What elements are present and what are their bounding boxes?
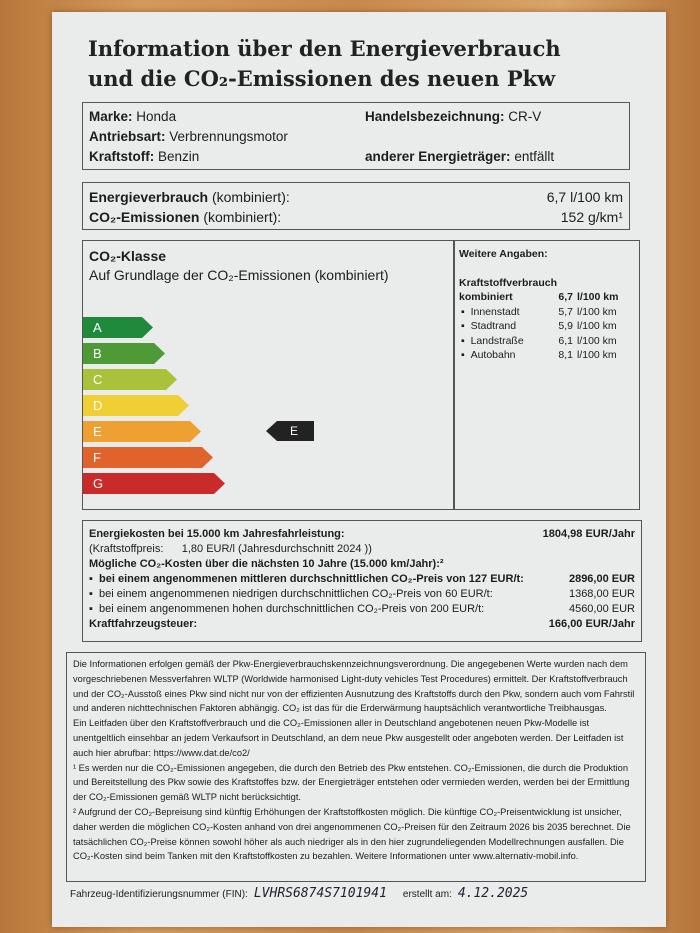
fin-label: Fahrzeug-Identifizierungsnummer (FIN):	[70, 889, 248, 900]
further-heading: Weitere Angaben:	[459, 248, 548, 260]
scenario-text: ▪ bei einem angenommenen niedrigen durch…	[89, 588, 493, 600]
co2-scenario-row: ▪ bei einem angenommenen hohen durchschn…	[89, 602, 635, 617]
co2-class-box: CO₂-Klasse Auf Grundlage der CO₂-Emissio…	[82, 240, 454, 510]
row-name-text: Innenstadt	[470, 305, 520, 318]
further-sub: Kraftstoffverbrauch	[459, 276, 558, 289]
row-unit: l/100 km	[577, 349, 617, 361]
handel: CR-V	[508, 109, 542, 124]
footnote-2: ² Aufgrund der CO₂-Bepreisung sind künft…	[73, 806, 631, 862]
scenario-label: bei einem angenommenen niedrigen durchsc…	[99, 588, 493, 600]
row-value: 5,9	[558, 320, 573, 332]
consumption-row: ▪ Autobahn 8,1 l/100 km	[459, 348, 635, 363]
date-label: erstellt am:	[402, 889, 452, 900]
co2-scenario-row: ▪ bei einem angenommenen niedrigen durch…	[89, 587, 635, 602]
co2-class-bar-b: B	[83, 343, 165, 364]
scenario-value: 2896,00 EUR	[568, 573, 635, 585]
further-info-box: Weitere Angaben: Kraftstoffverbrauch kom…	[454, 240, 640, 510]
marke-label: Marke:	[89, 109, 133, 124]
marke: Honda	[136, 109, 177, 124]
current-class-marker: E	[266, 421, 314, 441]
co2-class-bar-e: E	[83, 421, 201, 442]
tax-value: 166,00 EUR/Jahr	[548, 618, 635, 630]
date-handwritten: 4.12.2025	[457, 886, 529, 901]
co2-label: CO₂-Emissionen	[89, 209, 200, 225]
andere: entfällt	[514, 149, 555, 164]
fuel-price-label: (Kraftstoffpreis:	[89, 543, 164, 555]
combined-value: 6,7	[558, 291, 573, 303]
co2-scenario-row: ▪ bei einem angenommenen mittleren durch…	[89, 572, 635, 587]
title-line: und die CO₂-Emissionen des neuen Pkw	[88, 66, 556, 91]
energie-value: 6,7 l/100 km	[546, 189, 623, 205]
page-title: Information über den Energieverbrauch un…	[88, 34, 561, 94]
co2-class-bar-a: A	[83, 317, 153, 338]
co2-suffix: (kombiniert):	[199, 209, 282, 225]
co2-cost-heading: Mögliche CO₂-Kosten über die nächsten 10…	[89, 558, 444, 570]
co2-class-bar-c: C	[83, 369, 177, 390]
scenario-value: 1368,00 EUR	[568, 588, 635, 600]
row-value: 8,1	[558, 349, 573, 361]
co2-value: 152 g/km¹	[560, 209, 623, 225]
andere-label: anderer Energieträger:	[365, 149, 511, 164]
combined-unit: l/100 km	[577, 291, 619, 303]
kraftstoff-label: Kraftstoff:	[89, 149, 155, 164]
co2-class-bar-f: F	[83, 447, 213, 468]
notes-box: Die Informationen erfolgen gemäß der Pkw…	[66, 652, 646, 882]
scenario-value: 4560,00 EUR	[568, 603, 635, 615]
row-name-text: Stadtrand	[470, 320, 517, 332]
row-value: 6,1	[558, 334, 573, 347]
fuel-price-value: 1,80 EUR/l (Jahresdurchschnitt 2024 ))	[181, 543, 372, 555]
note: Ein Leitfaden über den Kraftstoffverbrau…	[73, 718, 624, 758]
antrieb-label: Antriebsart:	[89, 129, 166, 144]
row-unit: l/100 km	[577, 320, 617, 332]
consumption-row: ▪ Landstraße 6,1 l/100 km	[459, 334, 635, 349]
co2-class-bar-g: G	[83, 473, 225, 494]
energie-label: Energieverbrauch	[89, 189, 209, 205]
row-name: ▪ Landstraße	[461, 334, 524, 347]
title-line: Information über den Energieverbrauch	[88, 36, 561, 61]
row-unit: l/100 km	[577, 334, 617, 347]
scenario-text: ▪ bei einem angenommenen hohen durchschn…	[89, 603, 485, 615]
fin-line: Fahrzeug-Identifizierungsnummer (FIN): L…	[70, 886, 528, 901]
row-name: ▪ Autobahn	[461, 349, 516, 361]
handel-label: Handelsbezeichnung:	[365, 109, 505, 124]
footnote-1: ¹ Es werden nur die CO₂-Emissionen angeg…	[73, 762, 630, 803]
costs-box: Energiekosten bei 15.000 km Jahresfahrle…	[82, 520, 642, 642]
co2-class-heading: CO₂-Klasse	[89, 248, 167, 264]
co2-class-bar-d: D	[83, 395, 189, 416]
row-value: 5,7	[558, 305, 573, 318]
kraftstoff: Benzin	[158, 149, 200, 164]
energie-suffix: (kombiniert):	[208, 189, 290, 205]
scenario-label: bei einem angenommenen mittleren durchsc…	[99, 573, 524, 585]
antrieb: Verbrennungsmotor	[169, 129, 288, 144]
note: Die Informationen erfolgen gemäß der Pkw…	[73, 659, 635, 714]
consumption-row: ▪ Innenstadt 5,7 l/100 km	[459, 305, 635, 320]
energy-label-sheet: Information über den Energieverbrauch un…	[52, 12, 666, 927]
combined-label: kombiniert	[459, 291, 513, 303]
fin-handwritten: LVHRS6874S7101941	[253, 886, 387, 901]
energy-cost-value: 1804,98 EUR/Jahr	[542, 528, 635, 540]
consumption-row: ▪ Stadtrand 5,9 l/100 km	[459, 319, 635, 334]
row-name-text: Landstraße	[470, 334, 524, 347]
row-name-text: Autobahn	[470, 349, 516, 361]
energy-cost-label: Energiekosten bei 15.000 km Jahresfahrle…	[89, 528, 345, 540]
scenario-label: bei einem angenommenen hohen durchschnit…	[99, 603, 485, 615]
row-name: ▪ Innenstadt	[461, 305, 520, 318]
consumption-box: Energieverbrauch (kombiniert): 6,7 l/100 …	[82, 182, 630, 230]
scenario-text: ▪ bei einem angenommenen mittleren durch…	[89, 573, 524, 585]
vehicle-info-box: Marke: Honda Handelsbezeichnung: CR-V Ant…	[82, 102, 630, 170]
tax-label: Kraftfahrzeugsteuer:	[89, 618, 198, 630]
row-unit: l/100 km	[577, 305, 617, 318]
co2-class-subheading: Auf Grundlage der CO₂-Emissionen (kombin…	[89, 267, 389, 283]
row-name: ▪ Stadtrand	[461, 320, 517, 332]
